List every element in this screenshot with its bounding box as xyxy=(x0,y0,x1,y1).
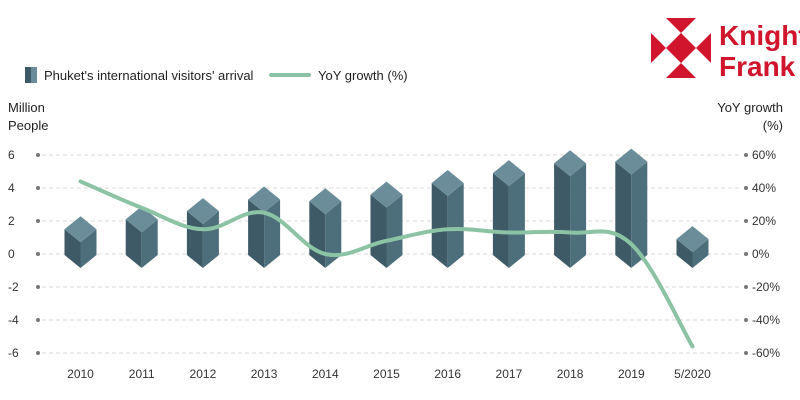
x-tick-label: 2019 xyxy=(618,367,645,381)
bar-top xyxy=(554,150,587,177)
bar-face-left xyxy=(64,229,81,268)
logo-emblem-icon xyxy=(651,18,711,78)
bar xyxy=(554,150,587,268)
legend: Phuket's international visitors' arrival… xyxy=(25,67,408,83)
bar-top xyxy=(309,188,342,215)
bar-top xyxy=(370,181,403,208)
tick-dot-left xyxy=(36,318,40,322)
y-right-tick-label: 0% xyxy=(752,247,770,261)
x-tick-label: 2012 xyxy=(190,367,217,381)
y-right-tick-label: 60% xyxy=(752,148,776,162)
bar-face-left xyxy=(676,239,693,268)
bar-face-right xyxy=(202,211,219,268)
bar xyxy=(248,186,281,268)
tick-dot-left xyxy=(36,153,40,157)
bar-face-right xyxy=(692,239,709,268)
tick-dot-right xyxy=(744,153,748,157)
y-right-title-line1: YoY growth xyxy=(717,100,783,115)
bar-face-left xyxy=(492,173,509,268)
bar-face-right xyxy=(386,194,403,268)
y-right-tick-label: -60% xyxy=(752,346,780,360)
growth-line-path xyxy=(78,179,695,349)
y-right-ticks: 60% 40% 20% 0% -20% -40% -60% xyxy=(752,148,780,360)
y-left-ticks: 6 4 2 0 -2 -4 -6 xyxy=(8,148,19,360)
bar-face-right xyxy=(570,163,587,268)
bar xyxy=(125,206,158,268)
x-tick-label: 2014 xyxy=(312,367,339,381)
bars xyxy=(64,148,709,268)
bar-face-left xyxy=(554,163,571,268)
bar xyxy=(676,226,709,268)
bar xyxy=(615,148,648,268)
y-right-tick-label: -40% xyxy=(752,313,780,327)
bar xyxy=(186,198,219,268)
tick-dot-right xyxy=(744,186,748,190)
legend-bar-swatch xyxy=(25,67,37,83)
bar-face-right xyxy=(325,201,342,268)
y-left-tick-label: -4 xyxy=(8,313,19,327)
bar-face-left xyxy=(125,219,142,268)
knight-frank-logo: Knight Frank xyxy=(651,18,800,82)
y-left-tick-label: 4 xyxy=(8,181,15,195)
tick-dot-left xyxy=(36,186,40,190)
bar-top xyxy=(615,148,648,175)
y-right-tick-label: 20% xyxy=(752,214,776,228)
tick-dot-right xyxy=(744,318,748,322)
x-tick-label: 2018 xyxy=(557,367,584,381)
bar xyxy=(64,216,97,268)
x-tick-label: 2015 xyxy=(373,367,400,381)
tick-dot-left xyxy=(36,219,40,223)
logo-text-line1: Knight xyxy=(719,20,800,51)
bar xyxy=(492,160,525,268)
bar-top xyxy=(64,216,97,243)
x-tick-label: 2011 xyxy=(129,367,155,381)
y-right-tick-label: -20% xyxy=(752,280,780,294)
bar-face-right xyxy=(508,173,525,268)
bar-top xyxy=(186,198,219,225)
bar-face-left xyxy=(370,194,387,268)
y-left-tick-label: -6 xyxy=(8,346,19,360)
tick-dot-left xyxy=(36,351,40,355)
y-left-title-line1: Million xyxy=(8,100,45,115)
y-left-tick-label: 0 xyxy=(8,247,15,261)
bar-top xyxy=(248,186,281,213)
bar-face-right xyxy=(447,183,464,268)
bar-face-right xyxy=(141,219,158,268)
bar-face-right xyxy=(631,161,648,268)
bar-face-left xyxy=(615,161,632,268)
tick-dot-right xyxy=(744,219,748,223)
x-tick-label: 5/2020 xyxy=(674,367,711,381)
y-right-title-line2: (%) xyxy=(763,118,783,133)
y-left-tick-label: 2 xyxy=(8,214,15,228)
y-right-tick-label: 40% xyxy=(752,181,776,195)
bar-top xyxy=(492,160,525,187)
tick-dot-right xyxy=(744,351,748,355)
x-tick-label: 2016 xyxy=(434,367,461,381)
growth-line xyxy=(78,179,695,349)
logo-text-line2: Frank xyxy=(719,51,796,82)
tick-dot-left xyxy=(36,285,40,289)
bar xyxy=(370,181,403,268)
bar-top xyxy=(431,170,464,197)
tick-dot-right xyxy=(744,285,748,289)
bar-face-left xyxy=(431,183,448,268)
y-left-tick-label: -2 xyxy=(8,280,19,294)
tick-dot-right xyxy=(744,252,748,256)
y-left-title-line2: People xyxy=(8,118,48,133)
tick-dot-left xyxy=(36,252,40,256)
bar-face-left xyxy=(248,199,265,268)
bar-top xyxy=(676,226,709,253)
x-tick-label: 2010 xyxy=(67,367,94,381)
bar xyxy=(431,170,464,268)
legend-label-growth: YoY growth (%) xyxy=(318,68,408,83)
x-tick-label: 2017 xyxy=(496,367,523,381)
x-tick-label: 2013 xyxy=(251,367,278,381)
y-left-tick-label: 6 xyxy=(8,148,15,162)
bar-face-right xyxy=(80,229,97,268)
x-ticks: 2010 2011 2012 2013 2014 2015 2016 2017 2018 2019… xyxy=(67,367,711,381)
legend-label-visitors: Phuket's international visitors' arrival xyxy=(44,68,254,83)
bar-face-left xyxy=(186,211,203,268)
